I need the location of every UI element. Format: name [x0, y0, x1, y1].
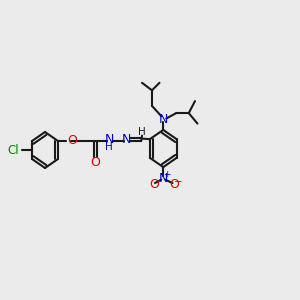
Text: +: + — [163, 170, 171, 179]
Text: Cl: Cl — [7, 143, 19, 157]
Text: N: N — [159, 113, 168, 126]
Text: H: H — [105, 142, 113, 152]
Text: N: N — [159, 172, 168, 185]
Text: O: O — [90, 155, 100, 169]
Text: O: O — [169, 178, 179, 191]
Text: O: O — [67, 134, 77, 147]
Text: N: N — [104, 133, 114, 146]
Text: O: O — [149, 178, 159, 191]
Text: H: H — [138, 127, 146, 137]
Text: N: N — [121, 133, 131, 146]
Text: −: − — [174, 177, 183, 187]
